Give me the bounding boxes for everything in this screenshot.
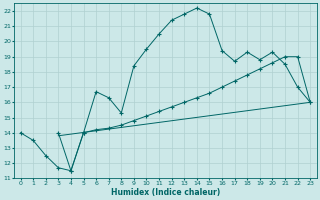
X-axis label: Humidex (Indice chaleur): Humidex (Indice chaleur) (111, 188, 220, 197)
